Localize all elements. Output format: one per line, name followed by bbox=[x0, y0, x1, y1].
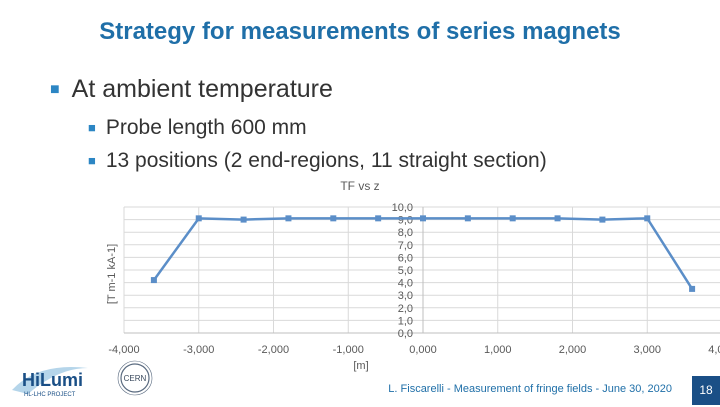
bullet-text: 13 positions (2 end-regions, 11 straight… bbox=[105, 149, 547, 172]
bullet-square-icon: ■ bbox=[50, 81, 60, 98]
data-point bbox=[644, 215, 651, 222]
footer-text: L. Fiscarelli - Measurement of fringe fi… bbox=[388, 383, 672, 395]
data-point bbox=[240, 216, 247, 223]
y-tick-label: 10,0 bbox=[392, 202, 413, 214]
y-tick-label: 2,0 bbox=[398, 303, 413, 315]
slide-title: Strategy for measurements of series magn… bbox=[99, 18, 621, 45]
x-axis-label: [m] bbox=[353, 360, 368, 372]
x-tick-label: -1,000 bbox=[333, 344, 364, 356]
gridlines bbox=[123, 206, 720, 334]
bullet-text: Probe length 600 mm bbox=[105, 116, 307, 139]
data-point bbox=[554, 215, 561, 222]
chart-title: TF vs z bbox=[340, 179, 379, 193]
data-point bbox=[375, 215, 382, 222]
series-group bbox=[150, 215, 696, 292]
tf-vs-z-chart: TF vs z [T m-1 kA-1] [m] 0,01,02,03,04,0… bbox=[106, 179, 720, 372]
data-point bbox=[330, 215, 337, 222]
x-tick-label: 1,000 bbox=[484, 344, 512, 356]
y-tick-label: 8,0 bbox=[398, 227, 413, 239]
bullet-level2: ■ 13 positions (2 end-regions, 11 straigh… bbox=[88, 149, 547, 173]
data-point bbox=[509, 215, 516, 222]
x-tick-label: -3,000 bbox=[183, 344, 214, 356]
data-point bbox=[599, 216, 606, 223]
bullet-square-icon: ■ bbox=[88, 153, 96, 168]
data-point bbox=[195, 215, 202, 222]
y-tick-label: 4,0 bbox=[398, 278, 413, 290]
x-tick-label: 4,000 bbox=[708, 344, 720, 356]
x-tick-label: -2,000 bbox=[258, 344, 289, 356]
y-tick-label: 7,0 bbox=[398, 240, 413, 252]
y-tick-label: 3,0 bbox=[398, 290, 413, 302]
data-point bbox=[420, 215, 426, 222]
x-tick-labels: -4,000 -3,000 -2,000 -1,000 0,000 1,000 2,000 3… bbox=[108, 344, 720, 356]
y-tick-label: 6,0 bbox=[398, 252, 413, 264]
data-point bbox=[689, 285, 696, 292]
x-tick-label: -4,000 bbox=[108, 344, 139, 356]
x-tick-label: 0,000 bbox=[409, 344, 437, 356]
x-tick-label: 2,000 bbox=[559, 344, 587, 356]
bullet-level1: ■ At ambient temperature bbox=[50, 75, 333, 104]
logo-cern-text: CERN bbox=[124, 374, 147, 383]
logo-hilumi-subtext: HL-LHC PROJECT bbox=[24, 392, 76, 398]
y-tick-label: 9,0 bbox=[398, 215, 413, 227]
data-point bbox=[285, 215, 292, 222]
cern-logo: CERN bbox=[112, 358, 158, 407]
hilumi-logo: HiLumi HL-LHC PROJECT bbox=[8, 360, 104, 405]
y-tick-label: 1,0 bbox=[398, 315, 413, 327]
data-point bbox=[150, 277, 157, 284]
y-tick-label: 0,0 bbox=[398, 328, 413, 340]
bullet-level2: ■ Probe length 600 mm bbox=[88, 116, 307, 140]
x-tick-label: 3,000 bbox=[633, 344, 661, 356]
data-point bbox=[464, 215, 471, 222]
logo-hilumi-text: HiLumi bbox=[22, 370, 83, 390]
y-axis-label: [T m-1 kA-1] bbox=[106, 244, 118, 304]
y-tick-labels: 0,01,02,03,04,05,06,07,08,09,010,0 bbox=[392, 202, 413, 340]
bullet-square-icon: ■ bbox=[88, 120, 96, 135]
page-number: 18 bbox=[692, 376, 720, 405]
y-tick-label: 5,0 bbox=[398, 265, 413, 277]
bullet-text: At ambient temperature bbox=[71, 75, 333, 103]
